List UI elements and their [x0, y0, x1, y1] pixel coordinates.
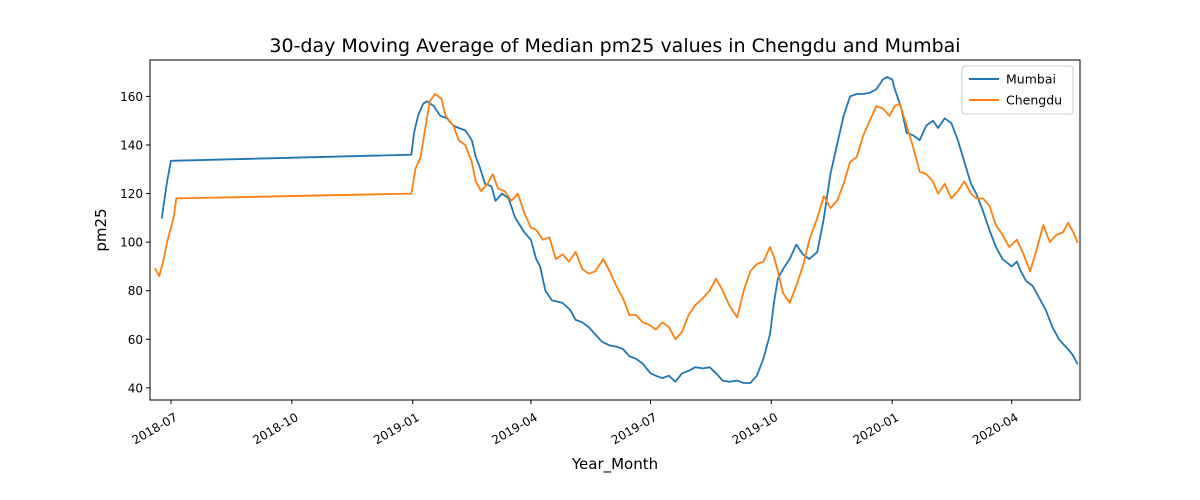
- y-tick-label: 100: [120, 236, 143, 250]
- x-tick-label: 2019-04: [489, 410, 539, 447]
- y-tick-label: 160: [120, 90, 143, 104]
- y-tick-label: 120: [120, 187, 143, 201]
- x-tick-label: 2019-07: [609, 410, 659, 447]
- x-tick-label: 2018-10: [250, 410, 300, 447]
- plot-frame: [149, 59, 1081, 401]
- y-tick-label: 140: [120, 139, 143, 153]
- x-tick-label: 2019-01: [371, 410, 421, 447]
- y-tick-label: 60: [128, 333, 143, 347]
- legend-label-mumbai: Mumbai: [1006, 72, 1056, 87]
- y-tick-label: 80: [128, 284, 143, 298]
- y-axis-title: pm25: [92, 208, 110, 251]
- x-tick-label: 2020-04: [970, 410, 1020, 447]
- legend-label-chengdu: Chengdu: [1006, 93, 1062, 108]
- chart-title: 30-day Moving Average of Median pm25 val…: [269, 35, 960, 57]
- series-line-mumbai: [160, 76, 1079, 384]
- y-tick-label: 40: [128, 381, 143, 395]
- series-line-chengdu: [154, 93, 1079, 341]
- x-tick-label: 2020-01: [851, 410, 901, 447]
- legend: Mumbai Chengdu: [961, 65, 1074, 115]
- x-tick-label: 2019-10: [730, 410, 780, 447]
- x-axis-title: Year_Month: [571, 455, 658, 474]
- x-tick-label: 2018-07: [129, 410, 179, 447]
- plot-area: 40 60 80 100 120 140 160 2018-07 2018-10 2019-01 2…: [120, 76, 1079, 447]
